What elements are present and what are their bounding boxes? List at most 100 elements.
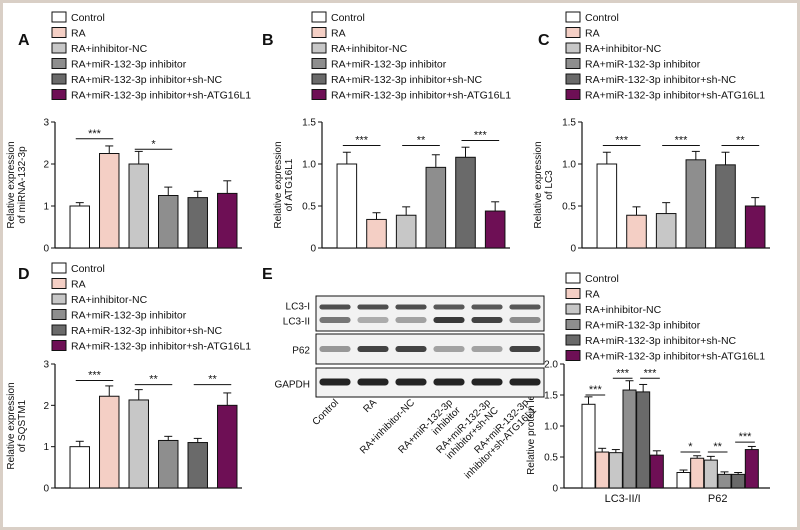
legend-label: Control [71,12,105,24]
significance-label: *** [644,367,658,379]
significance-label: * [151,138,156,150]
bar [158,439,179,489]
lane-label: RA [362,397,380,415]
y-tick-label: 2.0 [544,360,558,371]
legend-label: Control [585,273,619,285]
legend-swatch [565,73,581,85]
blot-band-lc3-i [395,304,427,310]
legend-swatch [51,324,67,336]
bar [581,403,596,489]
legend-label: RA+miR-132-3p inhibitor+sh-NC [71,325,223,337]
legend-swatch [565,11,581,23]
blot-band-p62 [509,346,541,352]
significance-label: *** [474,129,488,141]
legend-swatch [51,340,67,351]
legend-swatch [51,73,67,85]
bar [685,159,707,249]
significance-label: ** [149,374,158,386]
legend-swatch [51,89,67,100]
legend-swatch [311,73,327,85]
legend-label: RA+miR-132-3p inhibitor+sh-NC [331,74,483,86]
x-category-label: LC3-II/I [605,493,641,505]
blot-band-p62 [433,346,465,352]
y-tick-label: 0 [43,484,49,495]
bar [395,214,417,249]
y-tick-label: 1.0 [302,160,316,171]
legend-label: RA+miR-132-3p inhibitor [331,59,447,71]
legend-label: RA+miR-132-3p inhibitor+sh-ATG16L1 [71,90,251,102]
y-tick-label: 0 [310,244,316,255]
y-tick-label: 1.0 [544,422,558,433]
y-tick-label: 0 [43,244,49,255]
blot-band-gapdh [433,378,465,386]
y-tick-label: 1 [43,202,49,213]
y-tick-label: 0 [570,244,576,255]
blot-row-label: LC3-I [286,302,310,313]
legend-label: RA [71,279,86,291]
bar [608,452,623,489]
legend-label: RA+miR-132-3p inhibitor+sh-ATG16L1 [585,90,765,102]
blot-band-lc3-ii [471,317,503,323]
bar [99,153,120,249]
blot-box-lc3 [315,295,545,332]
y-axis-label: Relative protein levels [526,377,537,475]
bar [217,404,238,489]
legend-label: Control [331,12,365,24]
y-axis-label: Relative expression [273,141,284,228]
blot-box-gapdh [315,367,545,398]
y-axis-label: of ATG16L1 [284,158,295,211]
y-tick-label: 1.5 [302,118,316,129]
blot-band-lc3-ii [395,317,427,323]
legend-swatch [565,42,581,54]
legend-swatch [51,278,67,289]
x-category-label: P62 [708,493,728,505]
significance-label: *** [88,128,102,140]
blot-band-lc3-i [433,304,465,310]
legend-swatch [311,42,327,54]
legend-label: RA+miR-132-3p inhibitor+sh-NC [585,335,737,347]
legend-label: RA+miR-132-3p inhibitor+sh-ATG16L1 [585,351,765,363]
y-axis-label: Relative expression [6,382,17,469]
bar [128,399,149,489]
legend-label: RA [331,28,346,40]
legend-label: RA+miR-132-3p inhibitor+sh-NC [585,74,737,86]
legend-swatch [565,319,581,330]
panel-letter: C [538,32,550,49]
legend-swatch [565,58,581,69]
legend-swatch [311,27,327,38]
blot-band-lc3-ii [357,317,389,323]
y-axis-label: of LC3 [544,170,555,200]
legend-swatch [565,89,581,100]
legend-swatch [51,42,67,54]
legend-swatch [565,350,581,361]
blot-row-label: GAPDH [274,380,310,391]
bar [622,389,637,489]
legend-label: RA+inhibitor-NC [71,294,148,306]
significance-label: *** [615,135,629,147]
legend-label: RA+inhibitor-NC [331,43,408,55]
bar [187,442,208,489]
bar [425,166,447,249]
significance-label: ** [736,135,745,147]
legend-swatch [311,89,327,100]
significance-label: ** [713,441,722,453]
blot-band-p62 [395,346,427,352]
blot-band-lc3-i [357,304,389,310]
legend-label: Control [71,263,105,275]
y-tick-label: 0.5 [302,202,316,213]
significance-label: *** [355,135,369,147]
significance-label: *** [88,370,102,382]
legend-label: RA+miR-132-3p inhibitor [585,59,701,71]
bar [715,164,736,249]
legend-swatch [565,334,581,346]
lane-label: Control [311,397,342,428]
lane-label-line: Control [311,397,342,428]
legend-label: RA+inhibitor-NC [585,304,662,316]
legend-label: RA [585,28,600,40]
bar [187,197,208,249]
legend-swatch [51,262,67,274]
bar [655,213,677,249]
blot-row-label: LC3-II [283,317,310,328]
panel-letter: E [262,266,273,283]
